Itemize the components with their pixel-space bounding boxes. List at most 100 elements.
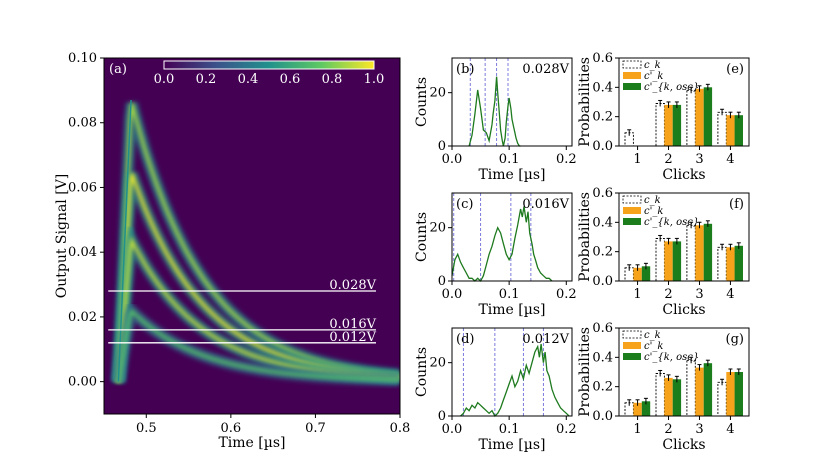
heatmap-ylabel: Output Signal [V] [54, 174, 70, 299]
threshold-label-2: 0.012V [329, 330, 376, 345]
d-ytick-label-1: 20 [429, 356, 446, 371]
f-ytick-label-0: 0.0 [592, 274, 613, 289]
colorbar-tick-5: 1.0 [364, 72, 385, 87]
colorbar [163, 60, 375, 70]
a-ytick-label-1: 0.02 [68, 310, 97, 325]
e-bar-0-2 [686, 89, 696, 147]
c-xtick-label-1: 0.1 [499, 287, 520, 302]
f-xlabel: Clicks [662, 302, 705, 318]
e-legend-swatch-2 [623, 83, 641, 90]
e-bar-1-3 [726, 115, 735, 146]
bar-panel-f: 1 2 3 4 0.0 0.2 0.4 0.6 c_kc'_kc'_{k, osc} (f) Cli… [577, 186, 750, 318]
e-bar-1-1 [664, 104, 673, 146]
b-ylabel: Counts [414, 77, 430, 127]
heatmap-xlabel: Time [µs] [218, 435, 285, 451]
c-ylabel: Counts [414, 212, 430, 262]
f-bar-0-1 [655, 238, 665, 282]
g-xtick-label-0: 1 [633, 422, 641, 437]
colorbar-ticks: 0.0 0.2 0.4 0.6 0.8 1.0 [154, 72, 385, 87]
b-xtick-label-1: 0.1 [499, 152, 520, 167]
e-bar-2-3 [734, 115, 743, 146]
threshold-label-0: 0.028V [329, 278, 376, 293]
rising-edge [117, 100, 132, 382]
e-xtick-label-2: 3 [695, 152, 703, 167]
f-legend-swatch-0 [622, 195, 642, 204]
colorbar-tick-2: 0.4 [238, 72, 259, 87]
e-bar-0-3 [717, 111, 727, 147]
e-bar-0-1 [655, 103, 665, 147]
d-ytick-label-0: 0 [438, 409, 446, 424]
c-xtick-label-0: 0.0 [442, 287, 463, 302]
a-xtick-label-2: 0.7 [305, 421, 326, 436]
f-frame [618, 192, 750, 282]
g-xlabel: Clicks [662, 437, 705, 453]
g-legend-label-1: c'_k [644, 341, 663, 352]
f-panel-label: (f) [729, 197, 744, 212]
b-ytick-label-1: 20 [429, 86, 446, 101]
e-panel-label: (e) [726, 62, 744, 77]
heatmap-bands [108, 100, 400, 387]
f-xtick-label-1: 2 [664, 287, 672, 302]
e-legend-label-2: c'_{k, osc} [644, 82, 699, 93]
g-bar-0-1 [655, 373, 665, 417]
c-ytick-label-1: 20 [429, 221, 446, 236]
g-bar-2-0 [641, 401, 651, 416]
heatmap-frame [103, 57, 401, 415]
band-core-3 [116, 308, 400, 382]
g-xtick-label-1: 2 [664, 422, 672, 437]
a-xtick-label-1: 0.6 [221, 421, 242, 436]
f-bar-2-0 [641, 266, 651, 281]
line-panel-b: 0.0 0.1 0.2 0 20 (b) 0.028V Time [µs] Counts [414, 57, 577, 183]
f-bar-2-2 [703, 223, 713, 281]
b-xtick-label-0: 0.0 [442, 152, 463, 167]
g-legend-label-0: c_k [644, 330, 661, 341]
b-ytick-label-0: 0 [438, 139, 446, 154]
e-legend-swatch-0 [622, 60, 642, 69]
d-ylabel: Counts [414, 347, 430, 397]
g-legend-swatch-1 [623, 342, 641, 349]
g-bar-2-1 [672, 379, 682, 416]
g-legend-swatch-0 [622, 330, 642, 339]
a-ytick-label-5: 0.10 [68, 51, 97, 66]
f-ytick-label-1: 0.2 [592, 245, 613, 260]
e-legend-swatch-1 [623, 72, 641, 79]
e-frame [618, 57, 750, 147]
c-ytick-label-0: 0 [438, 274, 446, 289]
f-legend-swatch-2 [623, 218, 641, 225]
e-xtick-label-1: 2 [664, 152, 672, 167]
c-xtick-label-2: 0.2 [556, 287, 577, 302]
f-bar-2-3 [734, 245, 743, 281]
f-ytick-label-2: 0.4 [592, 215, 613, 230]
b-xlabel: Time [µs] [478, 167, 545, 183]
c-annotation: 0.016V [522, 197, 569, 212]
e-legend-label-1: c'_k [644, 71, 663, 82]
g-bar-1-3 [726, 372, 735, 416]
d-xtick-label-1: 0.1 [499, 422, 520, 437]
e-xtick-label-0: 1 [633, 152, 641, 167]
e-bar-2-1 [672, 104, 682, 146]
c-series-line [451, 206, 553, 283]
c-xlabel: Time [µs] [478, 302, 545, 318]
e-ytick-label-1: 0.2 [592, 110, 613, 125]
bar-panel-e: 1 2 3 4 0.0 0.2 0.4 0.6 c_kc'_kc'_{k, osc} (e) Cli… [577, 51, 750, 183]
colorbar-tick-1: 0.2 [196, 72, 217, 87]
f-xtick-label-2: 3 [695, 287, 703, 302]
g-frame [618, 327, 750, 417]
g-ytick-label-3: 0.6 [592, 321, 613, 336]
colorbar-tick-3: 0.6 [280, 72, 301, 87]
d-xlabel: Time [µs] [478, 437, 545, 453]
e-xlabel: Clicks [662, 167, 705, 183]
line-panel-d: 0.0 0.1 0.2 0 20 (d) 0.012V Time [µs] Counts [414, 327, 577, 453]
g-ytick-label-0: 0.0 [592, 409, 613, 424]
f-bar-1-3 [726, 247, 735, 281]
d-frame [451, 327, 573, 417]
f-ytick-label-3: 0.6 [592, 186, 613, 201]
g-bar-1-0 [633, 402, 642, 416]
colorbar-tick-0: 0.0 [154, 72, 175, 87]
g-legend-swatch-2 [623, 353, 641, 360]
b-panel-label: (b) [456, 62, 474, 77]
f-legend-label-0: c_k [644, 195, 661, 206]
a-ytick-label-2: 0.04 [68, 245, 97, 260]
d-series-line [460, 343, 570, 418]
